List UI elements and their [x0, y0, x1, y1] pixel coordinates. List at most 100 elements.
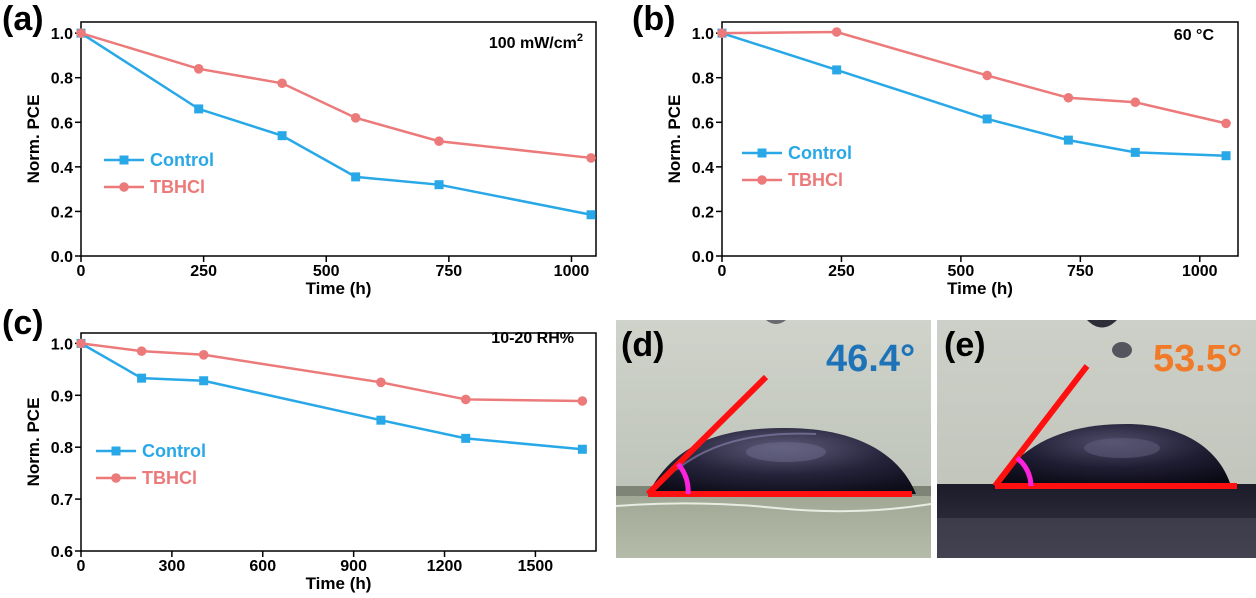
legend-label-control: Control — [150, 150, 214, 170]
panel-label-c: (c) — [2, 304, 44, 342]
data-point-control — [277, 131, 287, 141]
x-tick-label: 500 — [948, 263, 975, 280]
y-tick-label: 0.0 — [51, 249, 73, 266]
data-point-control — [1063, 135, 1073, 145]
x-tick-label: 1200 — [427, 558, 463, 575]
data-point-tbhcl — [76, 338, 86, 349]
legend-label-tbhcl: TBHCl — [150, 177, 205, 197]
data-point-tbhcl — [717, 28, 727, 38]
x-tick-label: 500 — [313, 263, 340, 280]
y-tick-label: 0.2 — [692, 204, 714, 221]
contact-angle-photo-tbhcl — [937, 320, 1256, 558]
y-tick-label: 0.0 — [692, 249, 714, 266]
data-point-control — [577, 444, 587, 454]
data-point-control — [434, 180, 444, 190]
y-tick-label: 0.6 — [51, 115, 73, 132]
contact-angle-photo-control — [616, 320, 931, 558]
data-point-tbhcl — [193, 64, 204, 74]
panel-label-d: (d) — [621, 326, 665, 364]
x-tick-label: 0 — [718, 263, 727, 280]
y-tick-label: 0.4 — [692, 160, 714, 177]
condition-annotation: 10-20 RH% — [491, 330, 574, 347]
x-tick-label: 750 — [1067, 263, 1094, 280]
y-tick-label: 1.0 — [51, 26, 73, 43]
data-point-control — [376, 415, 386, 425]
x-tick-label: 250 — [190, 263, 217, 280]
y-tick-label: 0.4 — [51, 160, 73, 177]
y-tick-label: 0.8 — [51, 440, 73, 457]
x-axis-title: Time (h) — [306, 279, 372, 298]
x-tick-label: 1000 — [1182, 263, 1218, 280]
y-tick-label: 0.8 — [51, 71, 73, 88]
contact-angle-value-control: 46.4° — [826, 338, 916, 380]
series-line-tbhcl — [80, 342, 583, 403]
data-point-tbhcl — [460, 394, 471, 405]
data-point-tbhcl — [136, 346, 147, 356]
x-tick-label: 0 — [77, 263, 86, 280]
data-point-tbhcl — [277, 78, 287, 89]
y-tick-label: 0.6 — [51, 544, 73, 561]
legend-marker — [111, 446, 121, 456]
series-line-tbhcl — [80, 31, 592, 160]
data-point-control — [832, 65, 842, 75]
contact-angle-value-tbhcl: 53.5° — [1153, 338, 1243, 380]
chart-c: 0.6 0.7 0.8 0.9 1.0 0 300 600 900 1200 1500 Time (h… — [24, 330, 597, 593]
data-point-control — [199, 376, 209, 386]
data-point-control — [586, 210, 596, 220]
chart-b: 0.0 0.2 0.4 0.6 0.8 1.0 0 250 500 750 1000 Time (h)… — [665, 21, 1239, 298]
legend-label-control: Control — [142, 441, 206, 461]
data-point-tbhcl — [577, 396, 588, 406]
plot-frame — [80, 332, 597, 552]
data-point-tbhcl — [76, 28, 86, 38]
x-tick-label: 300 — [159, 558, 186, 575]
series-line-control — [80, 32, 592, 216]
data-point-tbhcl — [350, 113, 361, 123]
data-point-tbhcl — [376, 377, 386, 388]
data-point-control — [461, 433, 471, 443]
data-point-tbhcl — [831, 27, 842, 37]
condition-annotation: 100 mW/cm2 — [489, 32, 583, 52]
legend-marker — [757, 175, 767, 185]
data-point-tbhcl — [1063, 92, 1074, 103]
y-tick-label: 0.6 — [692, 115, 714, 132]
x-tick-label: 750 — [436, 263, 463, 280]
panel-label-b: (b) — [632, 0, 676, 38]
legend-label-tbhcl: TBHCl — [788, 170, 843, 190]
x-tick-label: 600 — [249, 558, 276, 575]
plot-frame — [721, 21, 1239, 257]
data-point-tbhcl — [982, 70, 992, 81]
y-tick-label: 0.9 — [51, 388, 73, 405]
data-point-tbhcl — [1130, 97, 1141, 108]
legend-marker — [119, 182, 129, 192]
data-point-tbhcl — [198, 350, 209, 360]
legend-marker — [757, 148, 767, 158]
y-tick-label: 0.2 — [51, 204, 73, 221]
series-line-control — [721, 31, 1227, 157]
plot-frame — [80, 21, 597, 257]
legend-marker — [111, 473, 121, 483]
x-axis-title: Time (h) — [947, 279, 1013, 298]
legend-label-tbhcl: TBHCl — [142, 468, 197, 488]
x-tick-label: 0 — [77, 558, 86, 575]
y-tick-label: 1.0 — [51, 336, 73, 353]
y-tick-label: 0.8 — [692, 71, 714, 88]
series-line-control — [80, 342, 583, 451]
y-tick-label: 1.0 — [692, 26, 714, 43]
data-point-control — [1130, 147, 1140, 157]
chart-a: 0.0 0.2 0.4 0.6 0.8 1.0 0 250 500 750 1000 Time (h)… — [24, 21, 597, 298]
x-tick-label: 900 — [340, 558, 367, 575]
y-tick-label: 0.7 — [51, 492, 73, 509]
data-point-tbhcl — [434, 136, 444, 147]
condition-annotation: 60 °C — [1174, 27, 1215, 44]
panel-label-a: (a) — [2, 0, 44, 38]
series-line-tbhcl — [721, 30, 1227, 125]
y-axis-title: Norm. PCE — [24, 95, 43, 184]
x-axis-title: Time (h) — [306, 574, 372, 593]
legend-marker — [119, 155, 129, 165]
legend-label-control: Control — [788, 143, 852, 163]
data-point-control — [194, 104, 204, 114]
data-point-control — [351, 172, 361, 182]
y-axis-title: Norm. PCE — [665, 95, 684, 184]
y-axis-title: Norm. PCE — [24, 398, 43, 487]
data-point-control — [1221, 151, 1231, 161]
